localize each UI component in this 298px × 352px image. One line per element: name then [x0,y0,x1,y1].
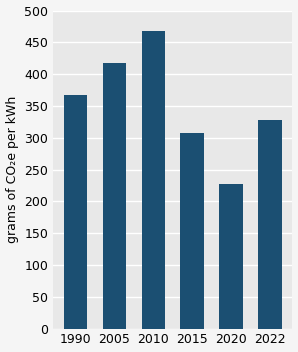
Bar [64,95,87,328]
Bar [103,63,126,328]
Bar [258,120,282,328]
Bar [142,31,165,328]
Bar [181,133,204,328]
Bar [219,183,243,328]
Y-axis label: grams of CO₂e per kWh: grams of CO₂e per kWh [6,96,18,243]
